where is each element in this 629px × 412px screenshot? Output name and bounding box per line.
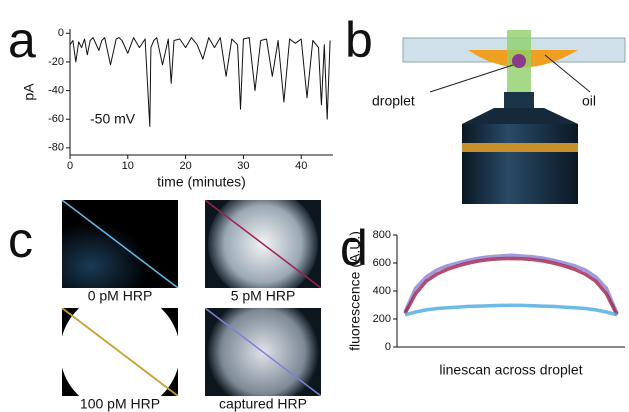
x-tick-label: 10 bbox=[122, 160, 134, 172]
pointer bbox=[544, 54, 591, 93]
panel-label: b bbox=[345, 12, 373, 68]
x-tick-label: 30 bbox=[237, 160, 249, 172]
y-tick-label: -40 bbox=[48, 84, 64, 96]
annotation: -50 mV bbox=[90, 111, 136, 127]
panel-label: c bbox=[8, 212, 33, 268]
data-line bbox=[404, 303, 618, 317]
objective-body bbox=[462, 124, 578, 204]
data-line bbox=[403, 253, 619, 315]
y-tick-label: 0 bbox=[58, 27, 64, 39]
panel-label: d bbox=[340, 220, 368, 276]
image bbox=[62, 308, 178, 396]
image bbox=[205, 308, 321, 396]
x-tick-label: 40 bbox=[295, 160, 307, 172]
objective-top bbox=[462, 108, 578, 124]
x-axis-label: time (minutes) bbox=[157, 174, 246, 190]
image-grid: 0 pM HRP 5 pM HRP 100 pM HRP captured HR… bbox=[62, 200, 321, 412]
data-line bbox=[69, 37, 331, 127]
x-axis-label: linescan across droplet bbox=[439, 362, 582, 378]
image-caption: 5 pM HRP bbox=[231, 288, 296, 304]
x-tick-label: 0 bbox=[67, 160, 73, 172]
y-tick-label: -20 bbox=[48, 56, 64, 68]
objective-band bbox=[462, 143, 578, 152]
panel-label: a bbox=[8, 12, 36, 68]
y-axis-label: pA bbox=[21, 83, 37, 101]
y-tick-label: 600 bbox=[373, 257, 391, 269]
image-caption: captured HRP bbox=[219, 396, 307, 412]
x-tick-label: 20 bbox=[179, 160, 191, 172]
image bbox=[62, 200, 178, 288]
droplet bbox=[512, 54, 526, 68]
y-tick-label: 800 bbox=[373, 229, 391, 241]
pointer bbox=[429, 64, 514, 93]
y-tick-label: -80 bbox=[48, 142, 64, 154]
droplet-label: droplet bbox=[372, 93, 415, 109]
y-tick-label: 200 bbox=[373, 313, 391, 325]
image-caption: 0 pM HRP bbox=[88, 288, 153, 304]
y-tick-label: -60 bbox=[48, 113, 64, 125]
oil-label: oil bbox=[582, 93, 596, 109]
microscope-diagram: droplet oil bbox=[372, 30, 626, 204]
objective-tip bbox=[504, 92, 534, 108]
data-line bbox=[403, 256, 619, 316]
y-tick-label: 0 bbox=[385, 341, 391, 353]
image bbox=[205, 200, 321, 288]
y-axis-label: fluorescence (A.U.) bbox=[347, 231, 363, 351]
y-tick-label: 400 bbox=[373, 285, 391, 297]
image-caption: 100 pM HRP bbox=[80, 396, 160, 412]
